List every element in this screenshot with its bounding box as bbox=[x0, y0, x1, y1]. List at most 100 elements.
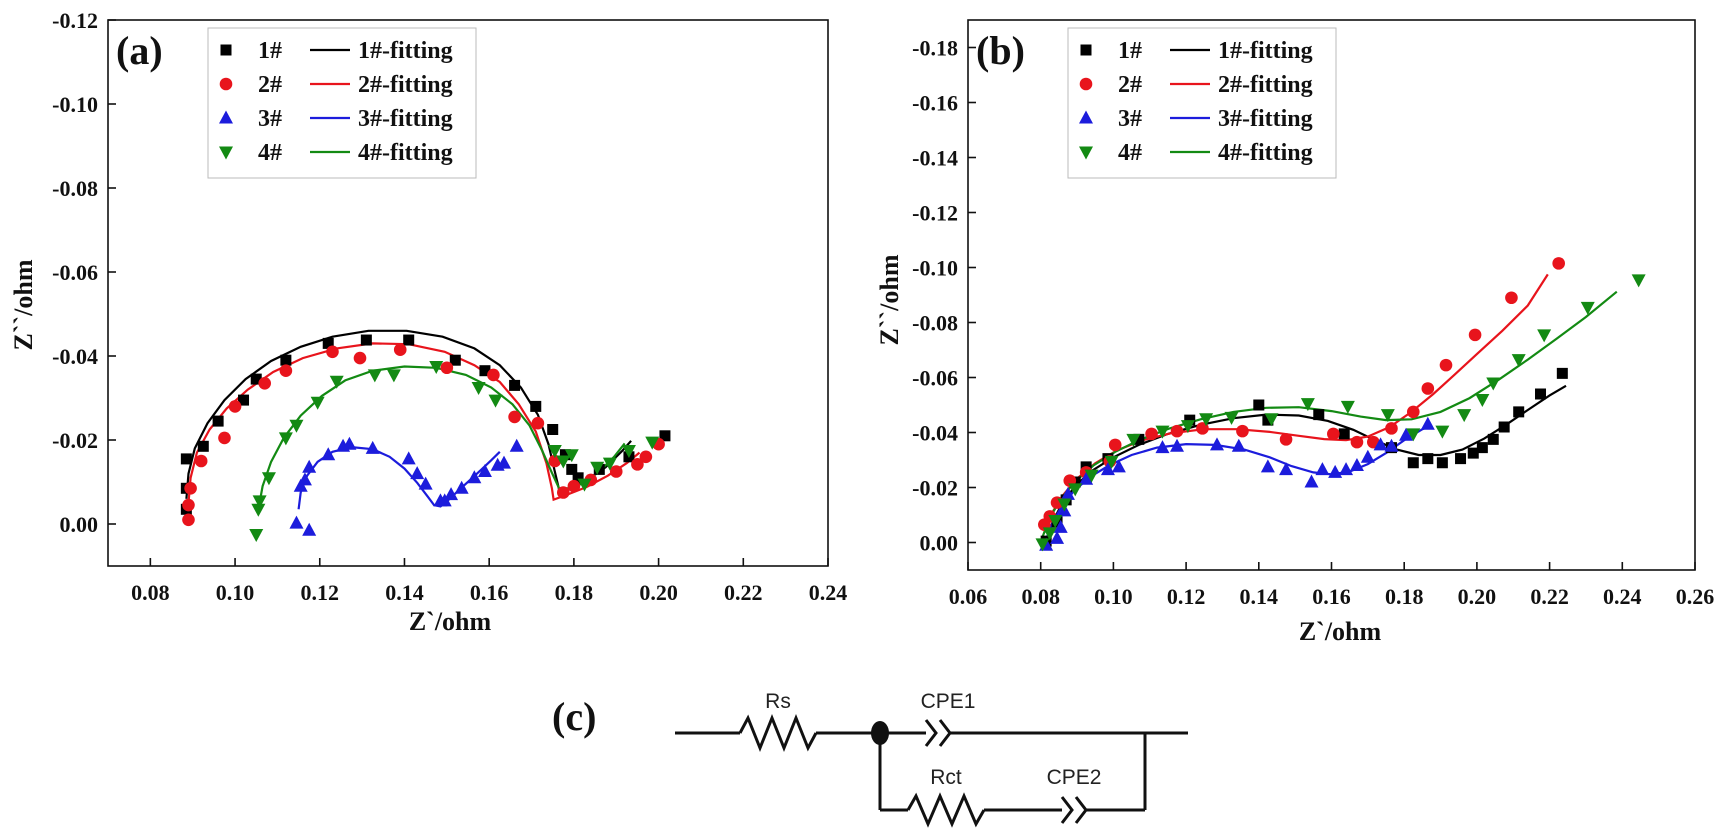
legend-label: 4# bbox=[258, 140, 282, 166]
chart-b-legend: 1# 1#-fitting 2# 2#-fitting 3# 3#-fitting 4# 4#… bbox=[1067, 27, 1337, 179]
chart-a-panel-label: (a) bbox=[116, 28, 163, 73]
chart-a-point-2 bbox=[487, 368, 500, 382]
chart-b-point-4 bbox=[1511, 354, 1526, 368]
chart-a-point-1 bbox=[322, 337, 334, 349]
chart-b-point-1 bbox=[1556, 367, 1568, 379]
legend-marker bbox=[220, 44, 232, 56]
chart-b-point-3 bbox=[1349, 458, 1364, 471]
chart-b-point-2 bbox=[1385, 422, 1398, 435]
chart-b-point-4 bbox=[1580, 301, 1595, 315]
chart-b-point-1 bbox=[1535, 388, 1547, 400]
chart-a-point-1 bbox=[250, 373, 262, 385]
chart-b-point-3 bbox=[1170, 438, 1185, 452]
legend-label: 2#-fitting bbox=[1218, 72, 1313, 98]
chart-b-point-3 bbox=[1328, 464, 1343, 478]
chart-a-point-1 bbox=[559, 449, 571, 461]
chart-b-fit-line-2-fitting bbox=[1043, 273, 1549, 532]
x-tick-label: 0.18 bbox=[1385, 584, 1424, 609]
chart-b-point-4 bbox=[1631, 274, 1646, 288]
chart-b-points bbox=[1035, 257, 1646, 552]
chart-a-point-2 bbox=[609, 465, 623, 478]
chart-a-point-2 bbox=[353, 351, 367, 365]
chart-b-point-1 bbox=[1422, 453, 1434, 465]
chart-a-point-1 bbox=[479, 365, 491, 377]
x-tick-label: 0.06 bbox=[949, 584, 988, 609]
legend-label: 3#-fitting bbox=[358, 106, 453, 132]
chart-a-point-2 bbox=[639, 450, 653, 464]
chart-a-point-2 bbox=[279, 364, 293, 378]
x-tick-label: 0.24 bbox=[1603, 584, 1642, 609]
chart-b-point-3 bbox=[1360, 449, 1375, 463]
x-tick-label: 0.16 bbox=[1312, 584, 1351, 609]
chart-a-points bbox=[180, 334, 671, 542]
y-tick-label: -0.02 bbox=[912, 476, 958, 501]
chart-b-x-axis-title: Z`/ohm bbox=[1299, 617, 1382, 646]
chart-a-frame bbox=[107, 19, 829, 567]
chart-b-point-2 bbox=[1505, 291, 1518, 305]
chart-b-point-2 bbox=[1552, 257, 1565, 270]
chart-a-point-2 bbox=[182, 498, 195, 512]
chart-a-point-4 bbox=[602, 457, 617, 471]
chart-a-point-2 bbox=[508, 410, 521, 424]
chart-a-point-4 bbox=[251, 503, 266, 517]
chart-b: (b) Z`/ohm Z``/ohm 0.06 0.08 0.10 0.12 0.14 0… bbox=[875, 19, 1715, 646]
chart-a-y-axis-title: Z``/ohm bbox=[9, 259, 38, 350]
chart-b-point-1 bbox=[1407, 457, 1419, 469]
chart-a-point-3 bbox=[418, 476, 433, 490]
chart-b-point-1 bbox=[1513, 406, 1525, 418]
chart-a-point-1 bbox=[180, 453, 192, 465]
y-tick-label: -0.12 bbox=[52, 8, 98, 33]
chart-b-point-1 bbox=[1313, 409, 1325, 421]
chart-a-point-2 bbox=[440, 361, 454, 375]
x-tick-label: 0.14 bbox=[1240, 584, 1279, 609]
chart-b-y-axis-title: Z``/ohm bbox=[875, 254, 904, 345]
chart-b-point-2 bbox=[1145, 427, 1158, 441]
chart-a-point-4 bbox=[590, 461, 605, 475]
chart-a-point-4 bbox=[429, 361, 444, 374]
chart-a-point-4 bbox=[621, 445, 636, 458]
legend-label: 1# bbox=[258, 38, 282, 64]
chart-b-point-3 bbox=[1053, 519, 1068, 533]
x-tick-label: 0.14 bbox=[385, 580, 424, 605]
chart-b-point-1 bbox=[1436, 457, 1448, 469]
chart-a-point-3 bbox=[410, 466, 425, 480]
chart-a-point-1 bbox=[360, 334, 372, 346]
chart-b-point-1 bbox=[1338, 428, 1350, 440]
chart-b-point-4 bbox=[1435, 425, 1450, 439]
y-tick-label: -0.08 bbox=[912, 311, 958, 336]
chart-a-point-1 bbox=[566, 463, 578, 475]
chart-b-point-3 bbox=[1079, 471, 1094, 485]
y-tick-label: -0.10 bbox=[912, 256, 958, 281]
chart-b-point-3 bbox=[1315, 462, 1330, 476]
cpe2-element-left bbox=[1060, 796, 1074, 824]
chart-a-point-2 bbox=[531, 416, 545, 430]
legend-marker bbox=[1080, 44, 1092, 56]
chart-b-point-2 bbox=[1439, 358, 1453, 372]
x-tick-label: 0.26 bbox=[1676, 584, 1715, 609]
chart-b-point-4 bbox=[1224, 411, 1239, 425]
y-tick-label: 0.00 bbox=[920, 531, 959, 556]
circuit-diagram: (c) Rs CPE1 Rct CPE2 bbox=[552, 690, 1188, 828]
chart-b-point-4 bbox=[1155, 425, 1170, 439]
chart-b-point-1 bbox=[1498, 421, 1510, 433]
chart-b-point-2 bbox=[1421, 382, 1435, 395]
chart-b-point-3 bbox=[1339, 462, 1354, 476]
y-tick-label: -0.02 bbox=[52, 428, 98, 453]
chart-a-point-1 bbox=[212, 415, 224, 427]
chart-a-point-2 bbox=[567, 479, 581, 493]
y-tick-label: -0.08 bbox=[52, 176, 98, 201]
chart-b-point-4 bbox=[1457, 409, 1472, 423]
chart-a-point-3 bbox=[302, 459, 317, 473]
legend-label: 3#-fitting bbox=[1218, 106, 1313, 132]
chart-b-point-3 bbox=[1050, 530, 1065, 544]
y-tick-label: -0.18 bbox=[912, 36, 958, 61]
chart-b-point-3 bbox=[1399, 427, 1414, 441]
legend-marker bbox=[219, 77, 233, 91]
cpe1-label: CPE1 bbox=[921, 690, 976, 713]
chart-a-point-4 bbox=[547, 445, 562, 458]
chart-a-point-3 bbox=[289, 515, 304, 529]
chart-a-point-4 bbox=[329, 375, 344, 389]
chart-b-point-3 bbox=[1209, 437, 1224, 451]
